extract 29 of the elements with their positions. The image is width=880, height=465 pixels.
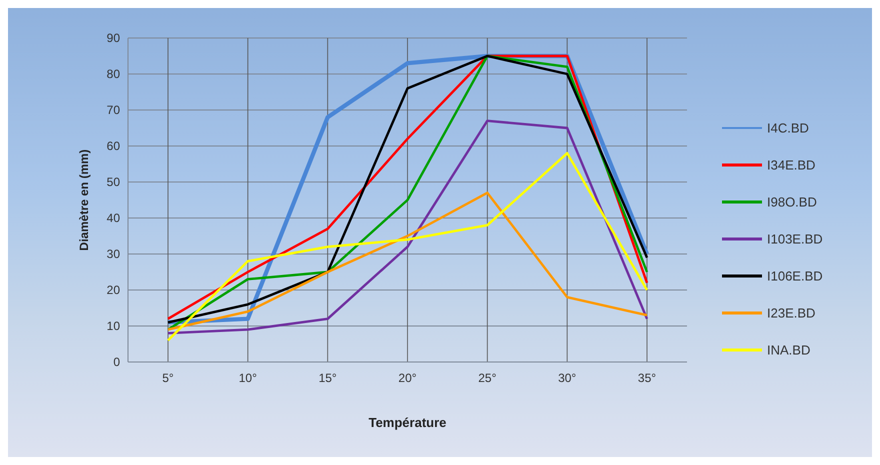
legend-label: I4C.BD (767, 120, 809, 136)
y-tick-label: 60 (106, 139, 120, 154)
x-axis-title: Température (368, 415, 446, 430)
y-tick-label: 70 (106, 103, 120, 118)
y-tick-label: 40 (106, 211, 120, 226)
legend-label: I106E.BD (767, 268, 823, 284)
y-tick-label: 80 (106, 67, 120, 82)
x-tick-label: 30° (558, 371, 576, 385)
y-tick-label: 10 (106, 319, 120, 334)
y-tick-label: 0 (113, 355, 120, 370)
x-tick-label: 15° (318, 371, 337, 385)
y-tick-label: 90 (106, 31, 120, 46)
y-tick-label: 30 (106, 247, 120, 262)
legend-label: I98O.BD (767, 194, 817, 210)
x-tick-label: 5° (162, 371, 174, 385)
x-tick-label: 35° (638, 371, 656, 385)
legend-label: I34E.BD (767, 158, 816, 173)
x-tick-label: 10° (238, 371, 258, 385)
x-tick-label: 25° (478, 371, 497, 385)
line-series (166, 120, 648, 334)
y-tick-label: 50 (106, 175, 120, 190)
legend-label: INA.BD (767, 342, 810, 358)
y-tick-label: 20 (106, 283, 120, 298)
x-tick-label: 20° (398, 371, 417, 385)
line-series (166, 152, 648, 342)
legend-label: I103E.BD (767, 232, 823, 247)
legend-label: I23E.BD (767, 306, 816, 321)
line-series (166, 192, 648, 331)
y-axis-title: Diamètre en (mm) (77, 149, 91, 251)
